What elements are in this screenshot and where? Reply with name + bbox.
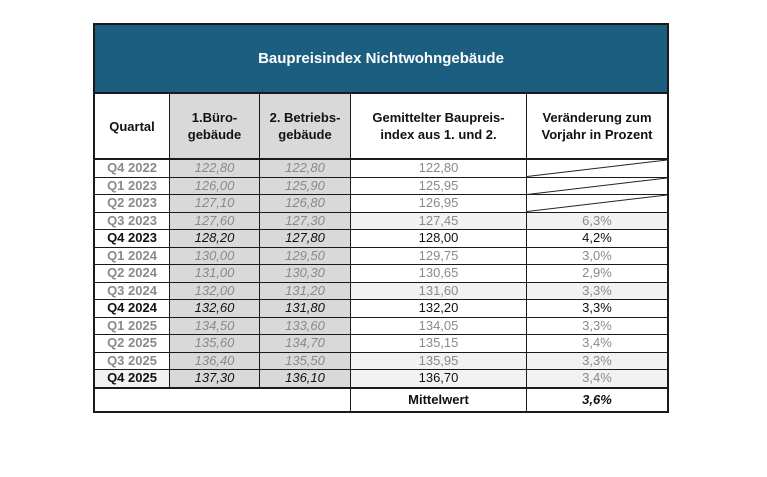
table-row: Q1 2023 126,00 125,90 125,95 (95, 177, 667, 195)
cell-quartal: Q3 2025 (95, 352, 170, 369)
footer-row: Mittelwert 3,6% (95, 386, 667, 411)
cell-mittel: 122,80 (351, 160, 527, 177)
cell-veraenderung: 4,2% (582, 230, 612, 246)
header-row: Quartal 1.Büro- gebäude 2. Betriebs- geb… (95, 94, 667, 160)
header-mittel: Gemittelter Baupreis- index aus 1. und 2… (351, 94, 527, 158)
cell-quartal: Q2 2025 (95, 335, 170, 352)
table-row: Q1 2024 130,00 129,50 129,75 3,0% (95, 247, 667, 265)
cell-quartal: Q4 2024 (95, 300, 170, 317)
cell-betrieb: 131,20 (260, 282, 351, 299)
cell-betrieb: 127,30 (260, 212, 351, 229)
cell-mittel: 136,70 (351, 370, 527, 387)
table-row: Q4 2025 137,30 136,10 136,70 3,4% (95, 370, 667, 387)
cell-buero: 130,00 (170, 247, 260, 264)
diagonal-strike-icon (527, 178, 667, 195)
table-row: Q4 2024 132,60 131,80 132,20 3,3% (95, 300, 667, 318)
cell-buero: 134,50 (170, 317, 260, 334)
cell-mittel: 131,60 (351, 282, 527, 299)
cell-veraenderung: 3,3% (582, 317, 612, 333)
cell-buero: 135,60 (170, 335, 260, 352)
cell-betrieb: 127,80 (260, 230, 351, 247)
cell-buero: 136,40 (170, 352, 260, 369)
cell-betrieb: 136,10 (260, 370, 351, 387)
cell-quartal: Q4 2025 (95, 370, 170, 387)
cell-veraenderung: 3,4% (582, 335, 612, 351)
table-row: Q2 2025 135,60 134,70 135,15 3,4% (95, 335, 667, 353)
header-buero: 1.Büro- gebäude (170, 94, 260, 158)
footer-label: Mittelwert (351, 388, 527, 411)
footer-empty (95, 388, 351, 411)
cell-betrieb: 131,80 (260, 300, 351, 317)
cell-buero: 132,00 (170, 282, 260, 299)
header-veraenderung: Veränderung zum Vorjahr in Prozent (541, 110, 653, 142)
diagonal-strike-icon (527, 195, 667, 212)
cell-mittel: 129,75 (351, 247, 527, 264)
table-row: Q3 2024 132,00 131,20 131,60 3,3% (95, 282, 667, 300)
cell-mittel: 130,65 (351, 265, 527, 282)
table-row: Q4 2023 128,20 127,80 128,00 4,2% (95, 230, 667, 248)
cell-buero: 132,60 (170, 300, 260, 317)
cell-quartal: Q3 2024 (95, 282, 170, 299)
cell-mittel: 126,95 (351, 195, 527, 212)
table-row: Q3 2023 127,60 127,30 127,45 6,3% (95, 212, 667, 230)
cell-veraenderung: 2,9% (582, 265, 612, 281)
cell-buero: 122,80 (170, 160, 260, 177)
cell-betrieb: 126,80 (260, 195, 351, 212)
cell-veraenderung (527, 160, 667, 177)
cell-veraenderung (527, 195, 667, 212)
diagonal-strike-icon (527, 160, 667, 177)
table-row: Q4 2022 122,80 122,80 122,80 (95, 160, 667, 178)
cell-mittel: 128,00 (351, 230, 527, 247)
cell-quartal: Q1 2025 (95, 317, 170, 334)
cell-quartal: Q1 2024 (95, 247, 170, 264)
cell-quartal: Q2 2024 (95, 265, 170, 282)
table-row: Q2 2023 127,10 126,80 126,95 (95, 195, 667, 213)
cell-quartal: Q1 2023 (95, 177, 170, 194)
cell-betrieb: 125,90 (260, 177, 351, 194)
cell-mittel: 135,15 (351, 335, 527, 352)
cell-veraenderung: 3,4% (527, 370, 667, 387)
cell-veraenderung: 3,3% (582, 300, 612, 316)
cell-mittel: 135,95 (351, 352, 527, 369)
cell-veraenderung: 3,0% (582, 247, 612, 263)
cell-buero: 127,10 (170, 195, 260, 212)
cell-veraenderung: 6,3% (527, 212, 667, 229)
baupreisindex-table: Baupreisindex Nichtwohngebäude Quartal 1… (93, 23, 669, 413)
table-row: Q3 2025 136,40 135,50 135,95 3,3% (95, 352, 667, 370)
cell-quartal: Q4 2023 (95, 230, 170, 247)
cell-veraenderung (527, 178, 667, 195)
cell-buero: 127,60 (170, 212, 260, 229)
cell-mittel: 132,20 (351, 300, 527, 317)
cell-buero: 131,00 (170, 265, 260, 282)
cell-buero: 126,00 (170, 177, 260, 194)
cell-mittel: 125,95 (351, 177, 527, 194)
cell-veraenderung: 3,3% (527, 282, 667, 299)
table-title: Baupreisindex Nichtwohngebäude (95, 25, 667, 94)
cell-betrieb: 130,30 (260, 265, 351, 282)
cell-veraenderung: 3,3% (527, 352, 667, 369)
cell-mittel: 134,05 (351, 317, 527, 334)
cell-mittel: 127,45 (351, 212, 527, 229)
cell-quartal: Q3 2023 (95, 212, 170, 229)
cell-betrieb: 135,50 (260, 352, 351, 369)
cell-buero: 137,30 (170, 370, 260, 387)
cell-betrieb: 129,50 (260, 247, 351, 264)
header-betrieb: 2. Betriebs- gebäude (260, 94, 351, 158)
footer-value: 3,6% (582, 392, 612, 407)
cell-betrieb: 122,80 (260, 160, 351, 177)
table-row: Q1 2025 134,50 133,60 134,05 3,3% (95, 317, 667, 335)
cell-buero: 128,20 (170, 230, 260, 247)
cell-quartal: Q2 2023 (95, 195, 170, 212)
header-quartal: Quartal (95, 94, 170, 158)
cell-betrieb: 134,70 (260, 335, 351, 352)
cell-quartal: Q4 2022 (95, 160, 170, 177)
cell-betrieb: 133,60 (260, 317, 351, 334)
table-row: Q2 2024 131,00 130,30 130,65 2,9% (95, 265, 667, 283)
